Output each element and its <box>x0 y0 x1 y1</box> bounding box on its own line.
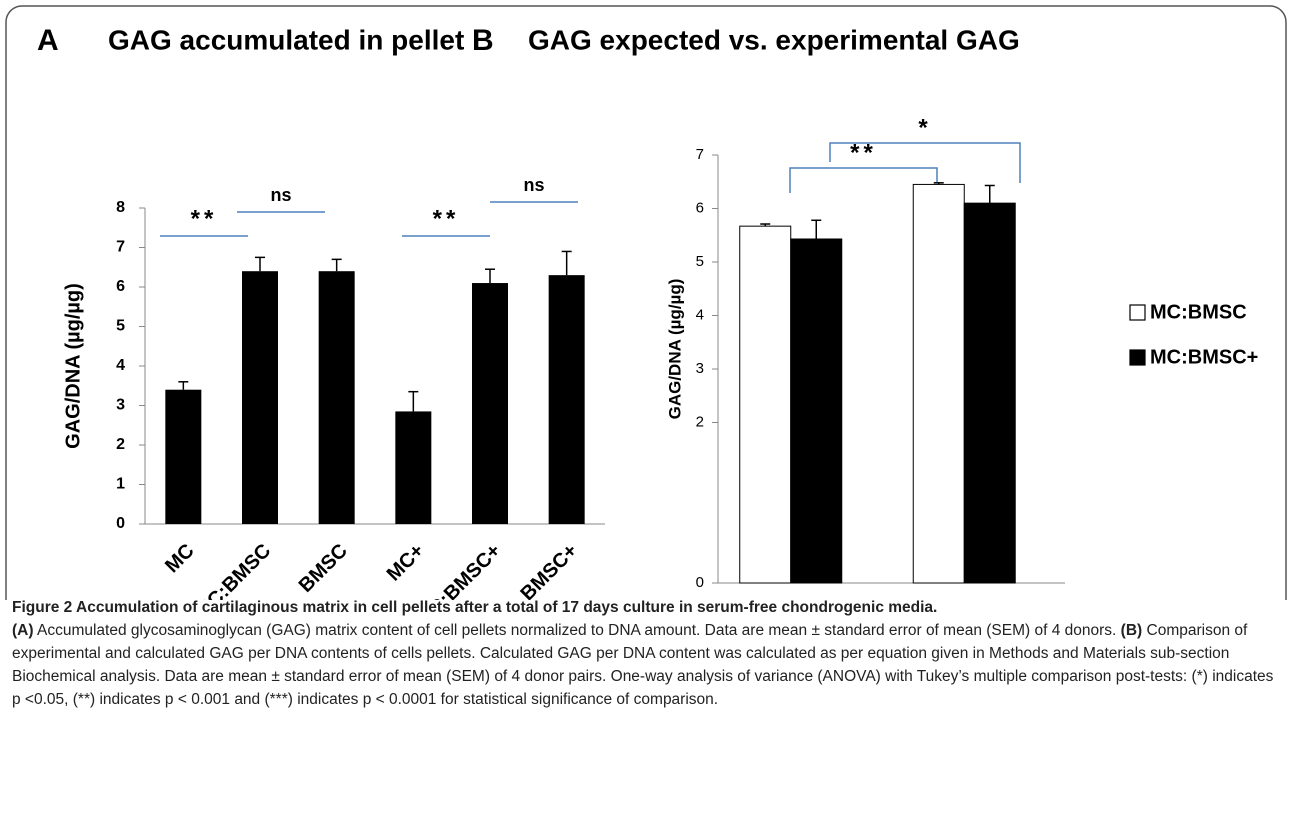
bar <box>472 283 508 524</box>
x-tick-label: Experimental <box>911 599 1037 600</box>
y-tick-label: 2 <box>116 436 125 453</box>
significance-label: ** <box>433 205 460 232</box>
y-tick-label: 4 <box>696 306 704 323</box>
x-tick-label: MC:BMSC+ <box>413 540 505 600</box>
significance-label: ** <box>191 205 218 232</box>
x-tick-label: Expected <box>756 599 845 600</box>
y-tick-label: 4 <box>116 357 125 374</box>
bar <box>395 411 432 524</box>
y-tick-label: 2 <box>696 413 704 430</box>
caption-title: Figure 2 Accumulation of cartilaginous m… <box>12 599 938 616</box>
x-tick-label: BMSC <box>295 540 352 597</box>
y-tick-label: 0 <box>116 515 125 532</box>
y-tick-label: 8 <box>116 199 125 216</box>
significance-label: * <box>918 114 931 141</box>
caption-text: Accumulated glycosaminoglycan (GAG) matr… <box>36 622 1117 639</box>
chart-title: GAG accumulated in pellet <box>108 24 464 55</box>
significance-label: ns <box>270 185 291 205</box>
bar <box>318 271 355 524</box>
y-tick-label: 0 <box>696 574 704 591</box>
legend-swatch <box>1129 304 1146 321</box>
x-tick-label: MC <box>161 540 199 578</box>
y-axis-label: GAG/DNA (µg/µg) <box>665 279 684 420</box>
panel-label: A <box>37 24 59 57</box>
bar <box>739 225 792 584</box>
y-tick-label: 1 <box>116 476 125 493</box>
x-tick-label: BMSC+ <box>516 540 581 600</box>
significance-bracket <box>789 167 938 193</box>
frame <box>5 5 1287 600</box>
y-axis-label: GAG/DNA (µg/µg) <box>62 283 84 449</box>
y-tick-label: 5 <box>116 318 125 335</box>
caption: Figure 2 Accumulation of cartilaginous m… <box>12 596 1282 711</box>
significance-bracket <box>829 142 1021 183</box>
bar <box>912 183 965 584</box>
y-tick-label: 5 <box>696 253 704 270</box>
y-tick-label: 3 <box>696 360 704 377</box>
bar <box>165 389 202 524</box>
y-tick-label: 7 <box>696 146 704 163</box>
significance-label: ns <box>523 175 544 195</box>
bar <box>242 271 278 524</box>
bar <box>790 238 843 584</box>
caption-body: (A) Accumulated glycosaminoglycan (GAG) … <box>12 619 1282 711</box>
panel-label: B <box>472 24 494 57</box>
legend-swatch <box>1129 349 1146 366</box>
legend-label: MC:BMSC <box>1150 301 1247 323</box>
x-tick-label: MC+ <box>383 540 429 586</box>
caption-label: (B) <box>1120 622 1143 639</box>
x-tick-label: MC:BMSC <box>191 540 275 600</box>
bar <box>548 275 585 524</box>
legend-label: MC:BMSC+ <box>1150 346 1258 368</box>
caption-text: Comparison of experimental and calculate… <box>12 622 1274 708</box>
y-tick-label: 3 <box>116 397 125 414</box>
figure: A GAG accumulated in pellet 0 1 2 3 4 5 6 7 8 GAG/D… <box>5 5 1287 600</box>
caption-label: (A) <box>12 622 34 639</box>
significance-label: ** <box>850 139 877 166</box>
chart-title: GAG expected vs. experimental GAG <box>528 24 1020 55</box>
y-tick-label: 6 <box>116 278 125 295</box>
y-tick-label: 7 <box>116 239 125 256</box>
bar <box>963 202 1016 584</box>
y-tick-label: 6 <box>696 199 704 216</box>
